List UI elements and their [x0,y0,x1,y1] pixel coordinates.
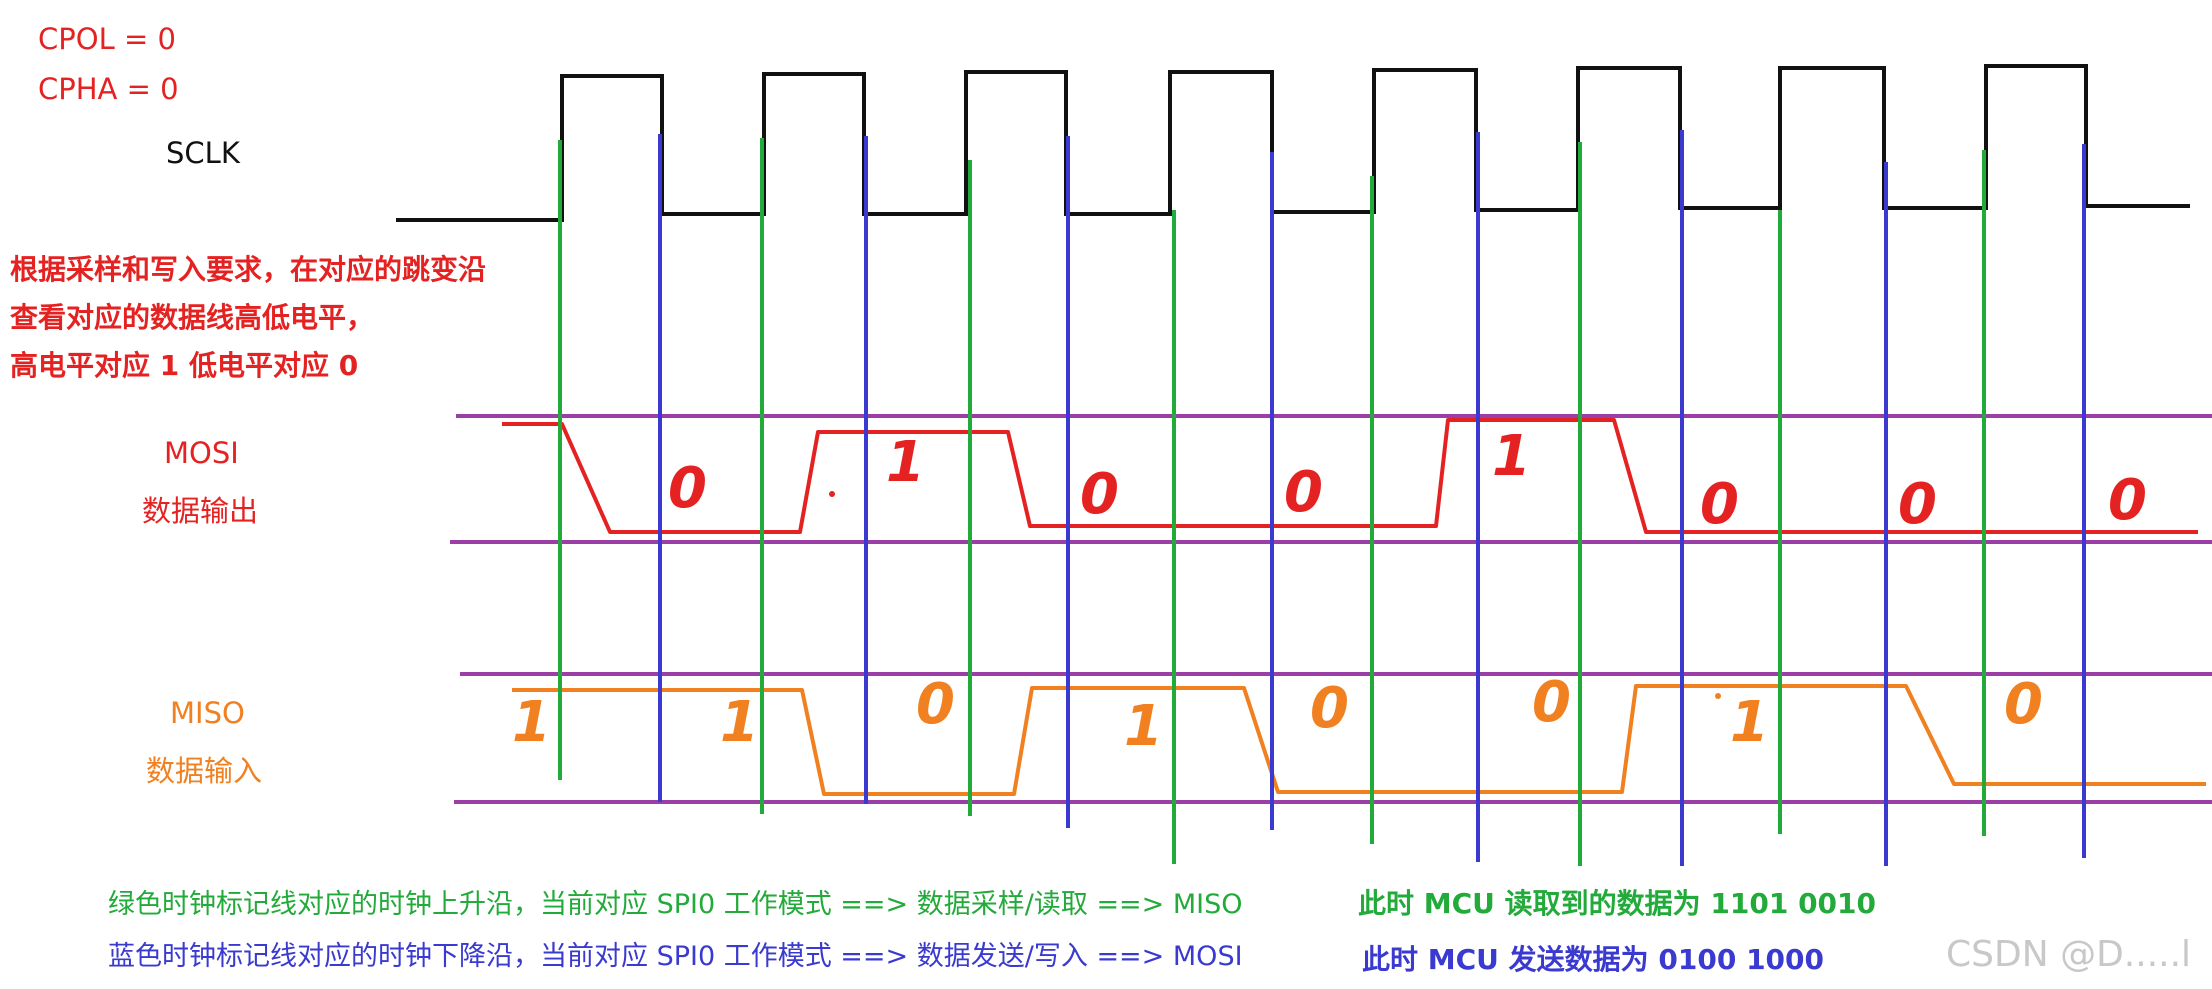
miso-label: MISO [170,696,245,730]
mosi-bit: 0 [1700,472,1739,537]
mosi-bit: 1 [1492,424,1531,489]
miso-desc: 数据输入 [146,754,263,788]
result-read-data: 此时 MCU 读取到的数据为 1101 0010 [1358,887,1877,920]
note-line-1: 根据采样和写入要求，在对应的跳变沿 [10,253,487,286]
note-line-3: 高电平对应 1 低电平对应 0 [10,349,359,382]
miso-bit: 1 [720,690,759,755]
mosi-dot [829,491,835,497]
mosi-label: MOSI [164,436,239,470]
note-line-2: 查看对应的数据线高低电平， [10,301,375,334]
miso-bit: 0 [916,672,955,737]
miso-bit: 0 [1532,670,1571,735]
miso-bit: 1 [1124,694,1163,759]
mosi-bit: 0 [668,456,707,521]
mosi-desc: 数据输出 [142,494,259,528]
mosi-bit: 0 [1898,472,1937,537]
miso-bit: 0 [1310,676,1349,741]
cpol-label: CPOL = 0 [38,22,176,56]
miso-bit: 1 [512,690,551,755]
sclk-waveform [396,64,2190,222]
result-sent-data: 此时 MCU 发送数据为 0100 1000 [1362,943,1825,976]
mosi-waveform [502,418,2198,534]
miso-waveform [512,684,2206,796]
legend-rising-edge: 绿色时钟标记线对应的时钟上升沿，当前对应 SPI0 工作模式 ==> 数据采样/… [108,889,1243,920]
miso-bit: 0 [2004,672,2043,737]
miso-dot [1715,693,1721,699]
sclk-label: SCLK [166,136,240,170]
mosi-bit: 0 [1080,462,1119,527]
watermark: CSDN @D.....l [1946,934,2192,975]
legend-falling-edge: 蓝色时钟标记线对应的时钟下降沿，当前对应 SPI0 工作模式 ==> 数据发送/… [108,941,1243,972]
mosi-bit: 1 [886,430,925,495]
miso-bit: 1 [1730,690,1769,755]
cpha-label: CPHA = 0 [38,72,179,106]
mosi-bit: 0 [1284,460,1323,525]
mosi-bit: 0 [2108,468,2147,533]
